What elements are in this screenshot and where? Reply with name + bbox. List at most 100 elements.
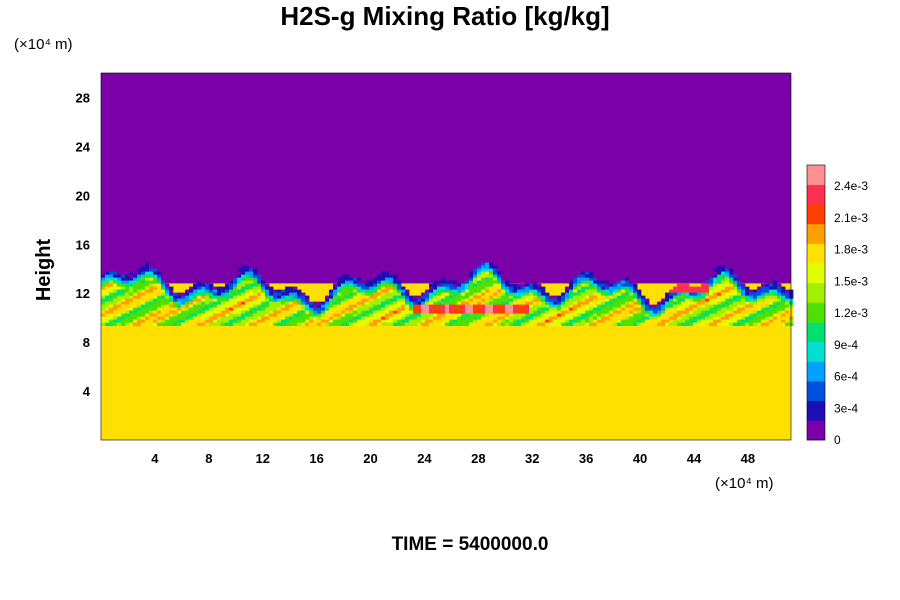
heatmap-cell (733, 271, 738, 276)
heatmap-cell (209, 322, 214, 327)
heatmap-cell (693, 316, 698, 321)
heatmap-cell (289, 304, 294, 309)
y-tick-label: 28 (76, 90, 90, 105)
heatmap-cell (225, 301, 230, 306)
x-tick-label: 48 (741, 451, 755, 466)
heatmap-cell (497, 271, 502, 276)
heatmap-cell (369, 280, 374, 285)
heatmap-cell (449, 313, 454, 318)
heatmap-cell (109, 268, 114, 273)
heatmap-cell (597, 319, 602, 324)
heatmap-cell (477, 268, 482, 273)
heatmap-cell (689, 301, 694, 306)
heatmap-cell (237, 322, 242, 327)
heatmap-cell (149, 298, 154, 303)
heatmap-cell (221, 298, 226, 303)
heatmap-cell (253, 292, 258, 297)
heatmap-cell (685, 298, 690, 303)
heatmap-cell (505, 286, 510, 291)
heatmap-cell (137, 307, 142, 312)
heatmap-cell (121, 271, 126, 276)
heatmap-cell (117, 307, 122, 312)
heatmap-cell (289, 301, 294, 306)
heatmap-cell (217, 301, 222, 306)
heatmap-cell (645, 298, 650, 303)
heatmap-cell (349, 289, 354, 294)
heatmap-cell (525, 301, 530, 306)
heatmap-cell (769, 316, 774, 321)
heatmap-cell (241, 280, 246, 285)
heatmap-cell (661, 298, 666, 303)
heatmap-cell (633, 310, 638, 315)
heatmap-cell (149, 268, 154, 273)
heatmap-cell (349, 298, 354, 303)
heatmap-cell (681, 283, 686, 288)
heatmap-cell (677, 283, 682, 288)
heatmap-cell (249, 283, 254, 288)
heatmap-cell (597, 301, 602, 306)
heatmap-cell (705, 301, 710, 306)
heatmap-cell (729, 304, 734, 309)
heatmap-cell (189, 301, 194, 306)
heatmap-cell (693, 307, 698, 312)
heatmap-cell (757, 292, 762, 297)
heatmap-cell (545, 304, 550, 309)
heatmap-cell (761, 322, 766, 327)
heatmap-cell (253, 268, 258, 273)
heatmap-cell (401, 313, 406, 318)
heatmap-cell (377, 313, 382, 318)
heatmap-cell (381, 280, 386, 285)
heatmap-cell (161, 319, 166, 324)
heatmap-cell (205, 301, 210, 306)
heatmap-cell (229, 292, 234, 297)
heatmap-cell (753, 304, 758, 309)
heatmap-cell (121, 313, 126, 318)
heatmap-cell (245, 265, 250, 270)
heatmap-cell (301, 310, 306, 315)
heatmap-cell (473, 307, 478, 312)
heatmap-cell (745, 292, 750, 297)
heatmap-cell (569, 295, 574, 300)
heatmap-cell (253, 307, 258, 312)
heatmap-cell (529, 307, 534, 312)
heatmap-cell (297, 289, 302, 294)
heatmap-cell (737, 295, 742, 300)
heatmap-cell (713, 298, 718, 303)
heatmap-cell (429, 316, 434, 321)
heatmap-cell (125, 304, 130, 309)
heatmap-cell (509, 289, 514, 294)
heatmap-cell (361, 310, 366, 315)
heatmap-cell (209, 310, 214, 315)
heatmap-cell (553, 301, 558, 306)
heatmap-cell (749, 289, 754, 294)
heatmap-cell (245, 295, 250, 300)
colorbar-tick-label: 1.5e-3 (834, 274, 868, 288)
heatmap-cell (269, 313, 274, 318)
heatmap-cell (169, 313, 174, 318)
heatmap-cell (261, 310, 266, 315)
x-tick-label: 8 (205, 451, 212, 466)
heatmap-cell (241, 307, 246, 312)
heatmap-cell (685, 289, 690, 294)
heatmap-cell (553, 304, 558, 309)
heatmap-cell (717, 280, 722, 285)
heatmap-cell (341, 301, 346, 306)
heatmap-cell (345, 289, 350, 294)
heatmap-cell (721, 286, 726, 291)
heatmap-cell (213, 316, 218, 321)
heatmap-cell (157, 271, 162, 276)
heatmap-cell (249, 292, 254, 297)
heatmap-cell (289, 307, 294, 312)
heatmap-cell (269, 298, 274, 303)
heatmap-cell (653, 304, 658, 309)
heatmap-cell (733, 298, 738, 303)
heatmap-cell (157, 307, 162, 312)
heatmap-cell (697, 307, 702, 312)
heatmap-cell (401, 289, 406, 294)
heatmap-cell (477, 295, 482, 300)
heatmap-cell (733, 274, 738, 279)
heatmap-cell (273, 322, 278, 327)
heatmap-cell (213, 289, 218, 294)
heatmap-cell (493, 295, 498, 300)
heatmap-cell (589, 277, 594, 282)
